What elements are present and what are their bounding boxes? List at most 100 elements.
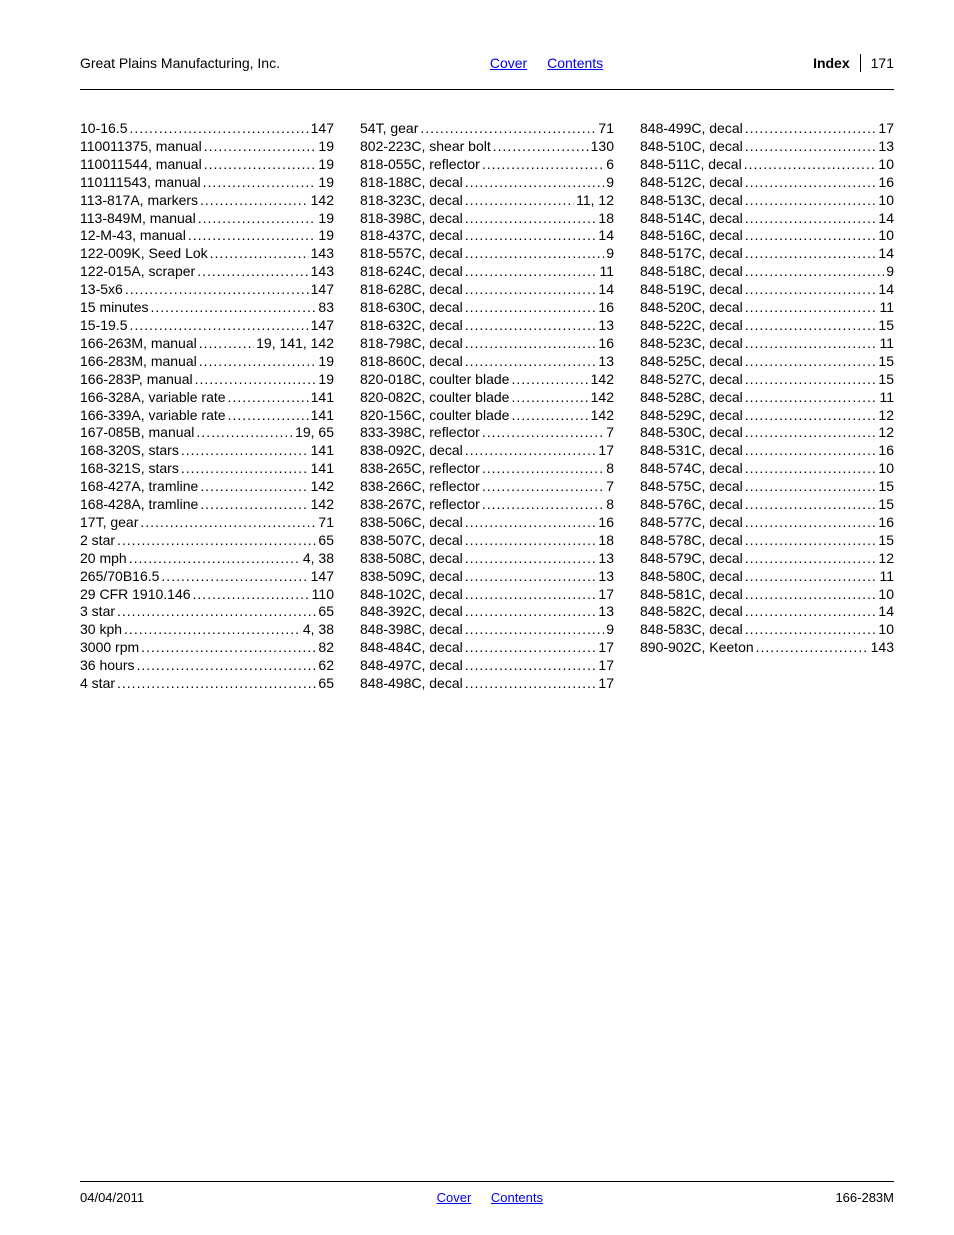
index-entry: 30 kph 4, 38 bbox=[80, 621, 334, 639]
leader-dots bbox=[117, 675, 316, 693]
index-page: 11 bbox=[879, 389, 894, 407]
index-term: 54T, gear bbox=[360, 120, 418, 138]
leader-dots bbox=[745, 335, 878, 353]
leader-dots bbox=[511, 389, 588, 407]
index-term: 818-798C, decal bbox=[360, 335, 463, 353]
index-entry: 15-19.5 147 bbox=[80, 317, 334, 335]
leader-dots bbox=[465, 675, 597, 693]
header-links: Cover Contents bbox=[280, 55, 813, 71]
index-term: 113-849M, manual bbox=[80, 210, 196, 228]
leader-dots bbox=[745, 603, 877, 621]
index-entry: 110011544, manual 19 bbox=[80, 156, 334, 174]
leader-dots bbox=[420, 120, 596, 138]
index-page: 10 bbox=[878, 621, 894, 639]
index-term: 848-525C, decal bbox=[640, 353, 743, 371]
index-page: 141 bbox=[311, 442, 334, 460]
index-page: 82 bbox=[318, 639, 334, 657]
index-page: 14 bbox=[598, 281, 614, 299]
leader-dots bbox=[181, 460, 309, 478]
index-term: 848-510C, decal bbox=[640, 138, 743, 156]
leader-dots bbox=[129, 120, 308, 138]
leader-dots bbox=[465, 335, 597, 353]
index-term: 848-497C, decal bbox=[360, 657, 463, 675]
index-page: 9 bbox=[606, 245, 614, 263]
leader-dots bbox=[745, 120, 877, 138]
leader-dots bbox=[745, 210, 877, 228]
index-page: 19 bbox=[318, 210, 334, 228]
leader-dots bbox=[117, 532, 316, 550]
leader-dots bbox=[200, 192, 309, 210]
index-entry: 110011375, manual 19 bbox=[80, 138, 334, 156]
index-term: 166-328A, variable rate bbox=[80, 389, 226, 407]
index-page: 141 bbox=[311, 389, 334, 407]
index-term: 848-512C, decal bbox=[640, 174, 743, 192]
index-page: 11, 12 bbox=[576, 192, 614, 210]
index-entry: 838-267C, reflector 8 bbox=[360, 496, 614, 514]
index-page: 13 bbox=[878, 138, 894, 156]
index-entry: 848-518C, decal 9 bbox=[640, 263, 894, 281]
index-entry: 820-082C, coulter blade 142 bbox=[360, 389, 614, 407]
index-page: 9 bbox=[886, 263, 894, 281]
leader-dots bbox=[745, 407, 877, 425]
leader-dots bbox=[161, 568, 308, 586]
index-term: 122-009K, Seed Lok bbox=[80, 245, 208, 263]
leader-dots bbox=[745, 496, 877, 514]
index-entry: 2 star 65 bbox=[80, 532, 334, 550]
index-entry: 848-499C, decal 17 bbox=[640, 120, 894, 138]
index-page: 16 bbox=[598, 335, 614, 353]
leader-dots bbox=[140, 514, 316, 532]
index-page: 13 bbox=[598, 353, 614, 371]
index-term: 848-527C, decal bbox=[640, 371, 743, 389]
index-page: 17 bbox=[878, 120, 894, 138]
index-entry: 848-583C, decal 10 bbox=[640, 621, 894, 639]
leader-dots bbox=[744, 156, 877, 174]
leader-dots bbox=[124, 621, 301, 639]
index-entry: 838-507C, decal 18 bbox=[360, 532, 614, 550]
leader-dots bbox=[465, 192, 574, 210]
leader-dots bbox=[141, 639, 316, 657]
leader-dots bbox=[465, 514, 597, 532]
index-page: 11 bbox=[879, 568, 894, 586]
leader-dots bbox=[482, 156, 604, 174]
index-entry: 818-860C, decal 13 bbox=[360, 353, 614, 371]
leader-dots bbox=[129, 317, 308, 335]
index-entry: 4 star 65 bbox=[80, 675, 334, 693]
index-term: 848-582C, decal bbox=[640, 603, 743, 621]
index-term: 848-577C, decal bbox=[640, 514, 743, 532]
index-page: 13 bbox=[598, 550, 614, 568]
index-term: 848-583C, decal bbox=[640, 621, 743, 639]
index-entry: 838-506C, decal 16 bbox=[360, 514, 614, 532]
index-term: 848-520C, decal bbox=[640, 299, 743, 317]
leader-dots bbox=[465, 568, 597, 586]
footer-cover-link[interactable]: Cover bbox=[437, 1190, 472, 1205]
leader-dots bbox=[203, 174, 317, 192]
index-page: 18 bbox=[598, 532, 614, 550]
index-page: 10 bbox=[878, 460, 894, 478]
index-term: 848-576C, decal bbox=[640, 496, 743, 514]
index-page: 13 bbox=[598, 317, 614, 335]
contents-link[interactable]: Contents bbox=[547, 55, 603, 71]
index-entry: 848-531C, decal 16 bbox=[640, 442, 894, 460]
index-entry: 10-16.5 147 bbox=[80, 120, 334, 138]
index-term: 838-265C, reflector bbox=[360, 460, 480, 478]
leader-dots bbox=[745, 245, 877, 263]
index-term: 848-392C, decal bbox=[360, 603, 463, 621]
index-entry: 54T, gear 71 bbox=[360, 120, 614, 138]
leader-dots bbox=[745, 442, 877, 460]
leader-dots bbox=[465, 639, 597, 657]
index-page: 11 bbox=[879, 299, 894, 317]
index-term: 848-574C, decal bbox=[640, 460, 743, 478]
index-term: 110011375, manual bbox=[80, 138, 202, 156]
index-term: 838-266C, reflector bbox=[360, 478, 480, 496]
index-term: 848-398C, decal bbox=[360, 621, 463, 639]
index-term: 838-509C, decal bbox=[360, 568, 463, 586]
index-page: 19, 141, 142 bbox=[256, 335, 334, 353]
index-column-2: 54T, gear 71802-223C, shear bolt 130818-… bbox=[360, 120, 614, 1181]
footer-contents-link[interactable]: Contents bbox=[491, 1190, 543, 1205]
index-entry: 166-263M, manual 19, 141, 142 bbox=[80, 335, 334, 353]
index-term: 15-19.5 bbox=[80, 317, 127, 335]
index-term: 20 mph bbox=[80, 550, 127, 568]
index-entry: 818-628C, decal 14 bbox=[360, 281, 614, 299]
cover-link[interactable]: Cover bbox=[490, 55, 527, 71]
index-entry: 168-428A, tramline 142 bbox=[80, 496, 334, 514]
